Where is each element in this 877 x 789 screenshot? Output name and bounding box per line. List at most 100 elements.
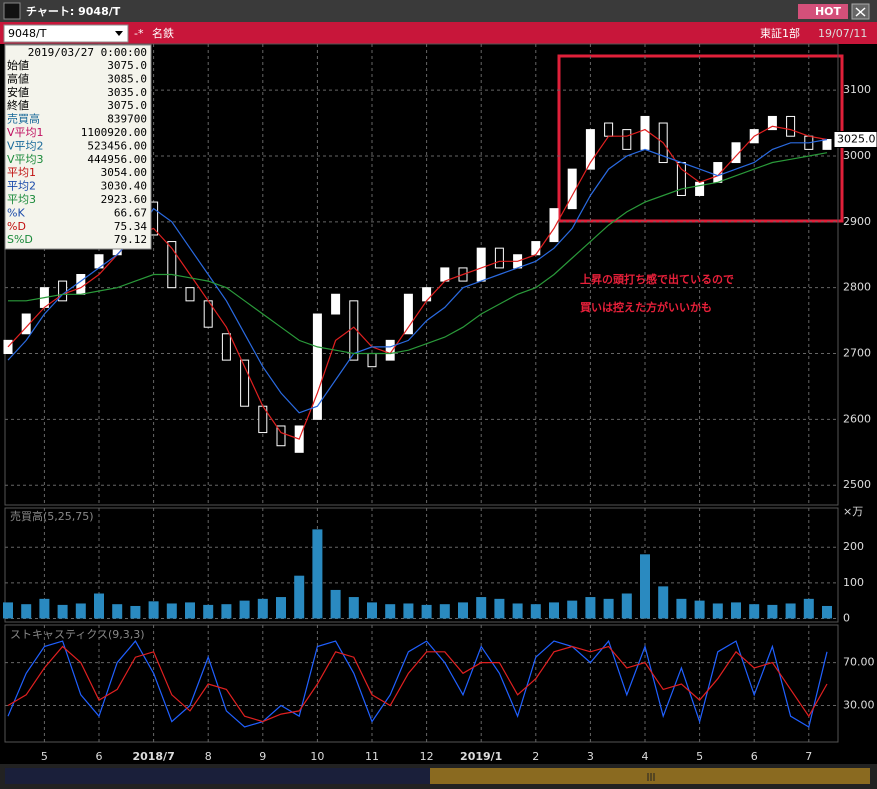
app-icon [3, 2, 21, 20]
volume-bar [712, 603, 723, 619]
info-value: 839700 [107, 113, 147, 126]
x-tick-label: 6 [96, 750, 103, 763]
volume-bar [458, 602, 468, 619]
candle [331, 293, 341, 315]
info-value: 444956.00 [87, 153, 147, 166]
x-tick-label: 8 [205, 750, 212, 763]
volume-bar [39, 598, 50, 619]
volume-bar [94, 593, 104, 619]
candle [185, 287, 195, 302]
candle [440, 267, 450, 282]
volume-bar [603, 598, 614, 619]
info-panel [4, 44, 152, 250]
volume-bar [822, 605, 832, 619]
current-price-label: 3025.0 [837, 132, 876, 145]
volume-bar [494, 598, 505, 619]
panel-title: ストキャスティクス(9,3,3) [10, 628, 145, 641]
info-label: %K [7, 206, 25, 219]
info-value: 75.34 [114, 220, 147, 233]
scroll-grip[interactable] [647, 773, 655, 781]
panel-frame [4, 43, 839, 506]
volume-bar [112, 604, 123, 619]
window-title: チャート: 9048/T [26, 5, 121, 18]
scroll-track[interactable] [5, 768, 430, 784]
stochastic-line [7, 645, 828, 723]
stochastic-line [7, 639, 828, 728]
volume-bar [239, 600, 250, 619]
candle [76, 274, 86, 295]
x-tick-label: 6 [751, 750, 758, 763]
info-value: 523456.00 [87, 139, 147, 152]
y-tick-label: 2800 [843, 281, 871, 294]
x-tick-label: 12 [420, 750, 434, 763]
x-tick-label: 5 [696, 750, 703, 763]
scroll-thumb[interactable] [430, 768, 870, 784]
y-tick-label: 2600 [843, 412, 871, 425]
candle [567, 168, 577, 210]
y-tick-label: 0 [843, 611, 850, 624]
volume-bar [348, 597, 359, 619]
info-label: S%D [7, 233, 33, 246]
candle [3, 339, 13, 355]
volume-bar [221, 604, 232, 619]
candle [622, 129, 632, 150]
x-tick-label: 10 [310, 750, 324, 763]
y-tick-label: 2700 [843, 347, 871, 360]
symbol-input[interactable] [3, 24, 129, 43]
x-tick-label: 7 [805, 750, 812, 763]
volume-bar [476, 597, 487, 619]
info-label: 高値 [7, 71, 29, 85]
info-label: V平均2 [7, 139, 44, 152]
info-label: %D [7, 220, 26, 233]
candle [276, 425, 286, 447]
volume-bar [621, 593, 632, 619]
info-label: V平均3 [7, 153, 44, 166]
y-tick-label: 3100 [843, 83, 871, 96]
volume-bar [148, 601, 159, 619]
candle [422, 287, 432, 302]
volume-bar [75, 603, 86, 619]
title-bar [0, 0, 877, 22]
info-label: 安値 [7, 85, 29, 99]
info-label: V平均1 [7, 126, 44, 139]
candle [21, 313, 31, 335]
dropdown-arrow[interactable] [115, 31, 123, 36]
unit-label: ×万 [843, 505, 863, 518]
y-tick-label: 100 [843, 576, 864, 589]
candle [695, 181, 705, 196]
candle [494, 247, 504, 269]
x-tick-label: 9 [259, 750, 266, 763]
hot-label[interactable]: HOT [815, 5, 842, 18]
info-value: 3054.00 [101, 166, 147, 179]
candle [367, 353, 377, 368]
info-label: 平均1 [7, 166, 36, 179]
volume-bar [803, 598, 814, 619]
candle [476, 247, 486, 282]
volume-bar [767, 604, 778, 619]
candle [385, 339, 395, 361]
info-label: 終値 [7, 98, 29, 112]
volume-bar [421, 604, 432, 619]
symbol-text[interactable]: 9048/T [8, 27, 47, 40]
close-icon[interactable] [855, 7, 866, 17]
candle [585, 129, 595, 170]
volume-bar [185, 602, 195, 619]
volume-bar [749, 604, 760, 619]
candle [312, 313, 322, 420]
volume-bar [439, 604, 450, 619]
panel-frame [4, 507, 839, 623]
volume-bar [203, 604, 214, 619]
candle [767, 115, 777, 131]
info-label: 始値 [7, 58, 29, 72]
stock-name: 名鉄 [152, 26, 174, 40]
x-tick-label: 11 [365, 750, 379, 763]
hot-button[interactable] [798, 4, 848, 19]
y-tick-label: 200 [843, 540, 864, 553]
info-value: 3085.0 [107, 72, 147, 85]
moving-average-line [8, 152, 828, 355]
volume-bar [658, 586, 669, 619]
market: 東証1部 [760, 26, 800, 40]
volume-bar [785, 603, 796, 619]
volume-bar [276, 597, 286, 619]
